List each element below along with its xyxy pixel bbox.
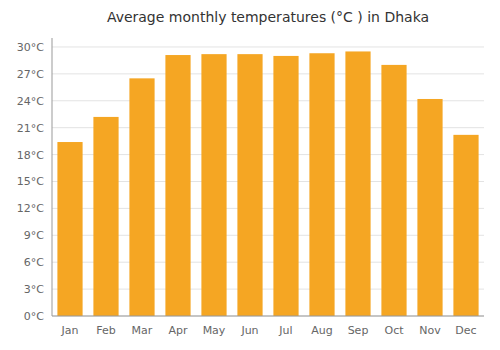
x-tick-label: Dec xyxy=(455,324,476,337)
y-axis: 0°C 3°C 6°C 9°C 12°C 15°C 18°C 21°C 24°C 27°C 30°C xyxy=(17,38,484,323)
bar xyxy=(93,117,118,316)
y-tick-label: 30°C xyxy=(17,41,44,54)
bar xyxy=(129,78,154,316)
bar xyxy=(201,54,226,316)
x-tick-label: Feb xyxy=(96,324,115,337)
bars xyxy=(57,51,478,316)
bar xyxy=(273,56,298,316)
bar xyxy=(417,99,442,316)
x-tick-label: Jul xyxy=(278,324,292,337)
x-axis-line xyxy=(52,316,484,317)
bar xyxy=(381,65,406,316)
bar xyxy=(345,51,370,316)
x-tick-label: Jun xyxy=(240,324,258,337)
grid-line xyxy=(52,73,484,74)
y-tick-label: 24°C xyxy=(17,95,44,108)
x-tick-label: Jan xyxy=(61,324,79,337)
y-axis-line xyxy=(52,38,53,316)
x-tick-label: Aug xyxy=(311,324,332,337)
bar xyxy=(309,53,334,316)
x-tick-label: Sep xyxy=(348,324,369,337)
y-tick-label: 12°C xyxy=(17,202,44,215)
x-tick-label: May xyxy=(203,324,226,337)
bar xyxy=(453,135,478,316)
grid-line xyxy=(52,46,484,47)
y-tick-label: 21°C xyxy=(17,122,44,135)
title: Average monthly temperatures (°C ) in Dh… xyxy=(107,9,429,25)
bar xyxy=(165,55,190,316)
y-tick-label: 15°C xyxy=(17,175,44,188)
y-tick-label: 6°C xyxy=(24,256,44,269)
x-tick-label: Mar xyxy=(132,324,153,337)
x-tick-label: Nov xyxy=(419,324,441,337)
y-tick-label: 27°C xyxy=(17,68,44,81)
x-tick-label: Apr xyxy=(168,324,188,337)
y-tick-label: 18°C xyxy=(17,149,44,162)
x-tick-label: Oct xyxy=(384,324,404,337)
bar xyxy=(57,142,82,316)
y-tick-label: 0°C xyxy=(24,310,44,323)
x-axis: Jan Feb Mar Apr May Jun Jul Aug Sep Oct Nov Dec xyxy=(52,316,484,337)
chart: Average monthly temperatures (°C ) in Dh… xyxy=(0,0,500,350)
y-tick-label: 3°C xyxy=(24,283,44,296)
grid-line xyxy=(52,316,484,317)
y-tick-label: 9°C xyxy=(24,229,44,242)
bar xyxy=(237,54,262,316)
